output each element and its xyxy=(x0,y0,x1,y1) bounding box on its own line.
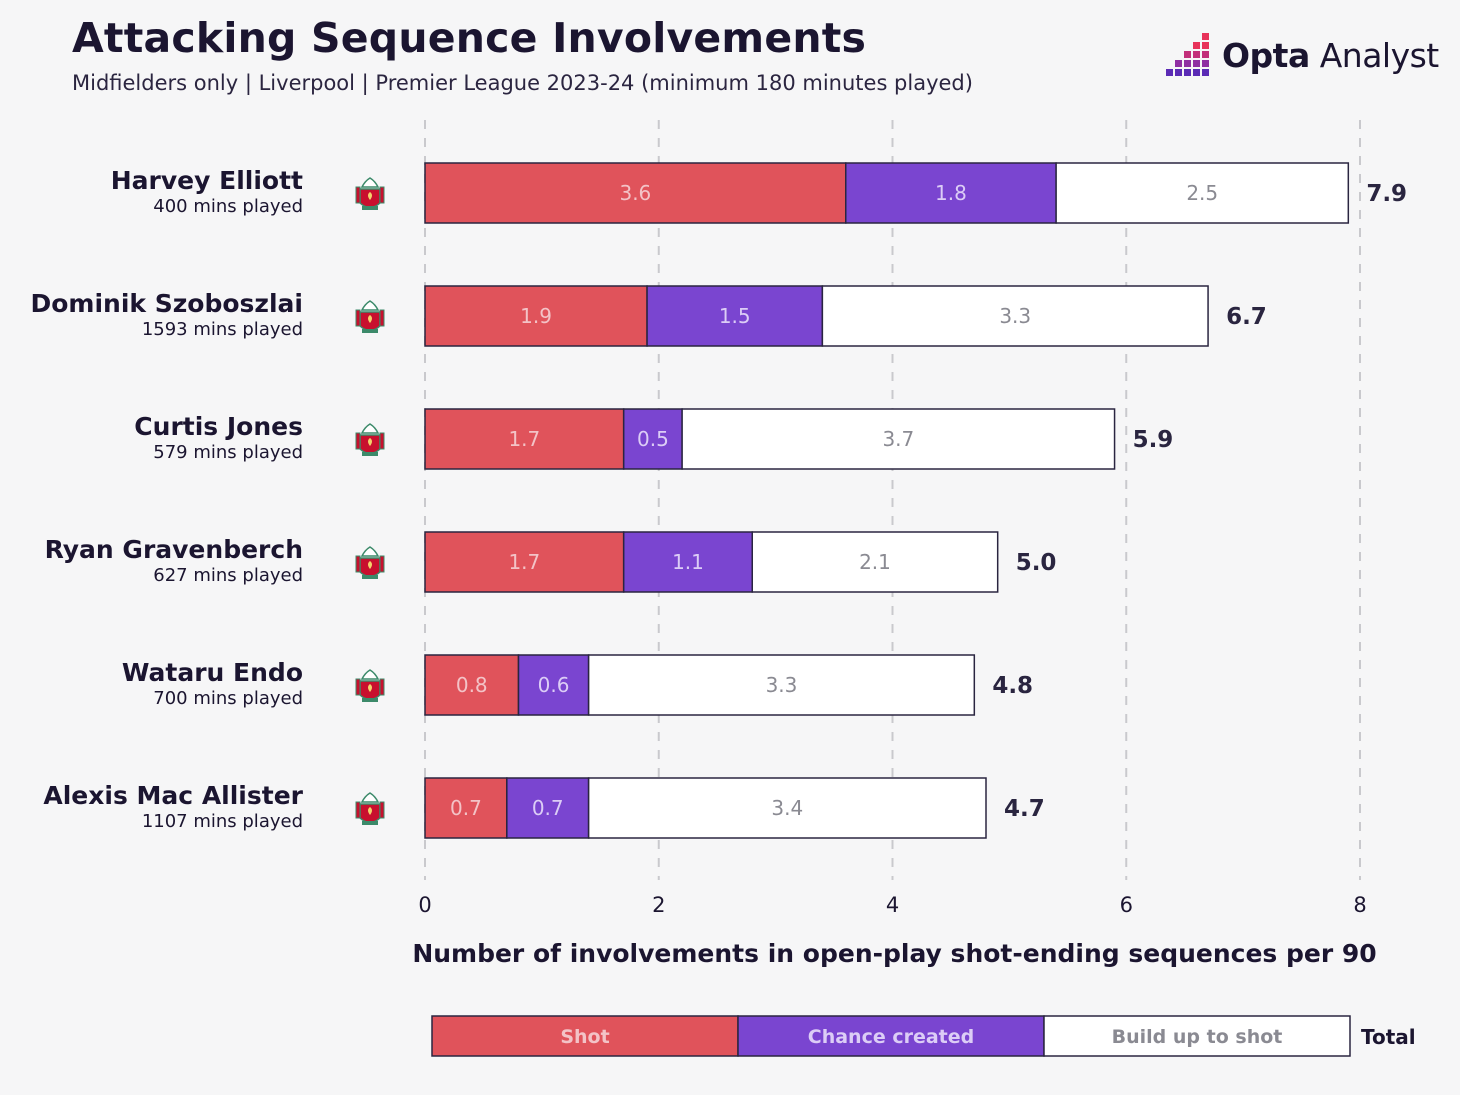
bar-total-label: 4.8 xyxy=(992,673,1033,699)
bar-shot xyxy=(424,654,520,716)
bar-chance-created xyxy=(622,408,683,470)
bar-value-label: 1.8 xyxy=(935,181,967,205)
legend-label: Chance created xyxy=(808,1026,975,1048)
opta-analyst-logo-mark-icon xyxy=(1166,33,1209,76)
opta-analyst-wordmark: Opta Analyst xyxy=(1222,36,1439,75)
liverpool-crest-icon xyxy=(355,300,385,333)
bar-total-label: 5.9 xyxy=(1133,427,1174,453)
chart-subtitle: Midfielders only | Liverpool | Premier L… xyxy=(72,71,973,95)
bar-value-label: 0.7 xyxy=(532,796,564,820)
player-minutes: 1107 mins played xyxy=(142,811,303,832)
x-tick-label: 2 xyxy=(652,893,665,917)
bar-value-label: 3.4 xyxy=(771,796,803,820)
opta-analyst-logo: Opta Analyst xyxy=(1166,30,1439,80)
brand-name-bold: Opta xyxy=(1222,35,1310,75)
legend-swatch-build-up-to-shot xyxy=(1043,1015,1351,1057)
legend-total-label: Total xyxy=(1361,1025,1416,1049)
legend-swatch-shot xyxy=(431,1015,739,1057)
bar-shot xyxy=(424,285,648,347)
bar-shot xyxy=(424,531,625,593)
legend-swatch-chance-created xyxy=(737,1015,1045,1057)
player-name: Wataru Endo xyxy=(122,658,303,687)
player-name: Harvey Elliott xyxy=(111,166,303,195)
player-name: Curtis Jones xyxy=(134,412,303,441)
bar-build-up-to-shot xyxy=(681,408,1116,470)
x-tick-label: 0 xyxy=(418,893,431,917)
bar-value-label: 3.3 xyxy=(766,673,798,697)
bar-total-label: 7.9 xyxy=(1366,181,1407,207)
x-axis-label: Number of involvements in open-play shot… xyxy=(412,939,1376,968)
bar-shot xyxy=(424,162,847,224)
bar-total-label: 6.7 xyxy=(1226,304,1267,330)
player-minutes: 579 mins played xyxy=(153,442,303,463)
bar-chance-created xyxy=(517,654,590,716)
bar-build-up-to-shot xyxy=(587,654,976,716)
chart-title: Attacking Sequence Involvements xyxy=(72,14,867,62)
bar-build-up-to-shot xyxy=(1055,162,1350,224)
liverpool-crest-icon xyxy=(355,423,385,456)
bar-chance-created xyxy=(646,285,824,347)
bar-shot xyxy=(424,777,508,839)
player-name: Dominik Szoboszlai xyxy=(31,289,304,318)
bar-build-up-to-shot xyxy=(751,531,999,593)
player-minutes: 627 mins played xyxy=(153,565,303,586)
liverpool-crest-icon xyxy=(355,546,385,579)
bar-value-label: 0.7 xyxy=(450,796,482,820)
bar-value-label: 3.6 xyxy=(619,181,651,205)
x-tick-label: 8 xyxy=(1353,893,1366,917)
bar-value-label: 0.5 xyxy=(637,427,669,451)
legend-label: Build up to shot xyxy=(1112,1026,1283,1048)
liverpool-crest-icon xyxy=(355,177,385,210)
bar-value-label: 1.7 xyxy=(508,550,540,574)
bar-value-label: 1.5 xyxy=(719,304,751,328)
liverpool-crest-icon xyxy=(355,669,385,702)
liverpool-crest-icon xyxy=(355,792,385,825)
x-tick-label: 6 xyxy=(1120,893,1133,917)
bar-chance-created xyxy=(845,162,1057,224)
bar-value-label: 0.6 xyxy=(538,673,570,697)
bar-value-label: 1.1 xyxy=(672,550,704,574)
bar-value-label: 1.9 xyxy=(520,304,552,328)
bar-value-label: 2.5 xyxy=(1186,181,1218,205)
bar-value-label: 3.7 xyxy=(882,427,914,451)
bar-value-label: 0.8 xyxy=(456,673,488,697)
bar-total-label: 4.7 xyxy=(1004,796,1045,822)
player-minutes: 1593 mins played xyxy=(142,319,303,340)
player-name: Ryan Gravenberch xyxy=(45,535,303,564)
x-tick-label: 4 xyxy=(886,893,899,917)
legend-label: Shot xyxy=(560,1026,609,1048)
player-minutes: 400 mins played xyxy=(153,196,303,217)
bar-build-up-to-shot xyxy=(587,777,987,839)
bar-value-label: 2.1 xyxy=(859,550,891,574)
player-name: Alexis Mac Allister xyxy=(43,781,303,810)
bar-value-label: 1.7 xyxy=(508,427,540,451)
player-minutes: 700 mins played xyxy=(153,688,303,709)
bar-build-up-to-shot xyxy=(821,285,1209,347)
brand-name-light: Analyst xyxy=(1309,35,1440,75)
bar-total-label: 5.0 xyxy=(1016,550,1057,576)
bar-shot xyxy=(424,408,625,470)
bar-value-label: 3.3 xyxy=(999,304,1031,328)
